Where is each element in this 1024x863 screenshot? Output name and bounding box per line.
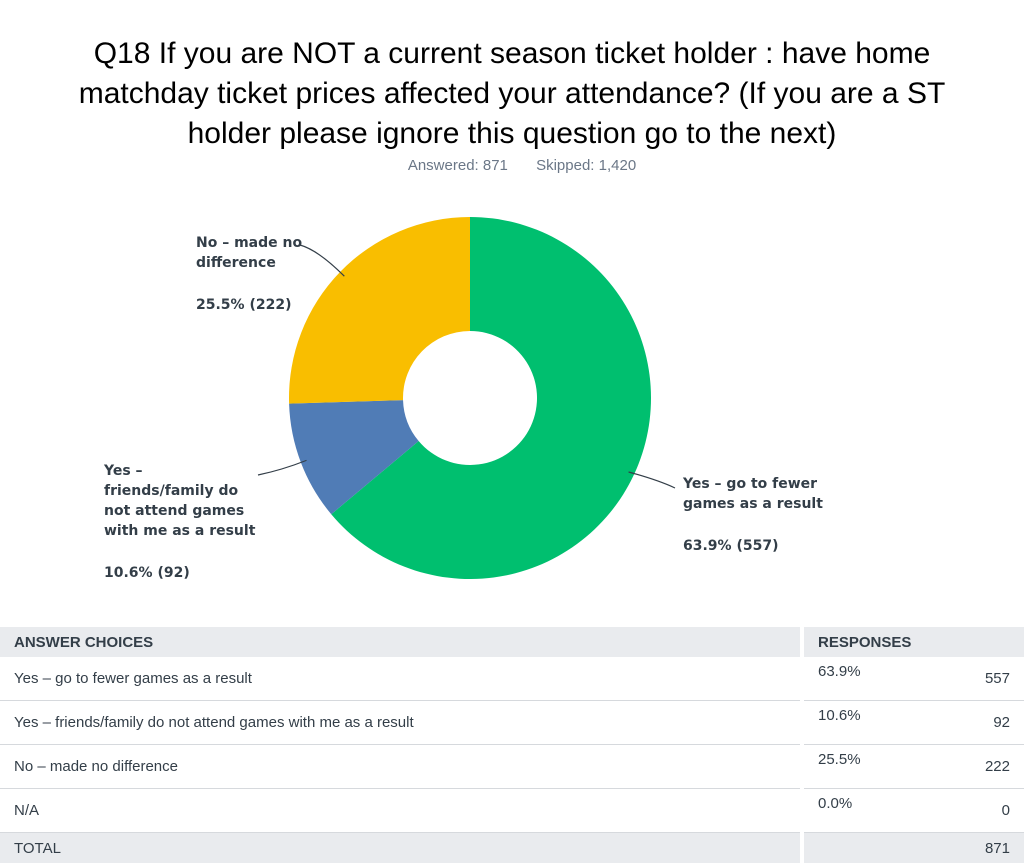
total-row: TOTAL 871 bbox=[0, 833, 1024, 863]
table-row: N/A 0.0% 0 bbox=[0, 789, 1024, 833]
answers-table: ANSWER CHOICES RESPONSES Yes – go to few… bbox=[0, 627, 1024, 863]
slice-label: friends/family do bbox=[104, 483, 238, 499]
answer-choice: No – made no difference bbox=[0, 745, 800, 789]
slice-label: Yes – go to fewer bbox=[682, 476, 817, 492]
response-stats: Answered: 871 Skipped: 1,420 bbox=[0, 157, 1024, 174]
slice-label: difference bbox=[196, 255, 276, 271]
response-count: 222 bbox=[936, 745, 1024, 789]
donut-chart: Yes – go to fewer games as a result 63.9% … bbox=[0, 190, 1024, 590]
slice-label: games as a result bbox=[683, 496, 823, 512]
total-label: TOTAL bbox=[0, 833, 800, 863]
slice-value-label: 10.6% (92) bbox=[104, 565, 190, 581]
response-count: 557 bbox=[936, 657, 1024, 701]
header-answer-choices: ANSWER CHOICES bbox=[0, 627, 800, 657]
slice-label: No – made no bbox=[196, 235, 302, 251]
slice-label: Yes – bbox=[103, 463, 143, 479]
table-row: No – made no difference 25.5% 222 bbox=[0, 745, 1024, 789]
header-responses: RESPONSES bbox=[804, 627, 1024, 657]
response-percent: 10.6% bbox=[804, 701, 936, 745]
leader-line bbox=[258, 460, 306, 475]
answer-choice: Yes – go to fewer games as a result bbox=[0, 657, 800, 701]
total-count: 871 bbox=[936, 833, 1024, 863]
total-spacer bbox=[804, 833, 936, 863]
table-row: Yes – go to fewer games as a result 63.9… bbox=[0, 657, 1024, 701]
response-percent: 25.5% bbox=[804, 745, 936, 789]
response-percent: 63.9% bbox=[804, 657, 936, 701]
answer-choice: Yes – friends/family do not attend games… bbox=[0, 701, 800, 745]
table-header-row: ANSWER CHOICES RESPONSES bbox=[0, 627, 1024, 657]
slice-value-label: 25.5% (222) bbox=[196, 297, 291, 313]
table-row: Yes – friends/family do not attend games… bbox=[0, 701, 1024, 745]
skipped-count: Skipped: 1,420 bbox=[536, 157, 636, 174]
slice-value-label: 63.9% (557) bbox=[683, 538, 778, 554]
answered-count: Answered: 871 bbox=[408, 157, 508, 174]
answer-choice: N/A bbox=[0, 789, 800, 833]
leader-line bbox=[300, 245, 344, 276]
response-percent: 0.0% bbox=[804, 789, 936, 833]
leader-line bbox=[629, 472, 675, 488]
question-title: Q18 If you are NOT a current season tick… bbox=[40, 34, 984, 154]
response-count: 0 bbox=[936, 789, 1024, 833]
slice-label: with me as a result bbox=[104, 523, 256, 539]
response-count: 92 bbox=[936, 701, 1024, 745]
slice-label: not attend games bbox=[104, 503, 244, 519]
pie-slice bbox=[289, 217, 470, 404]
